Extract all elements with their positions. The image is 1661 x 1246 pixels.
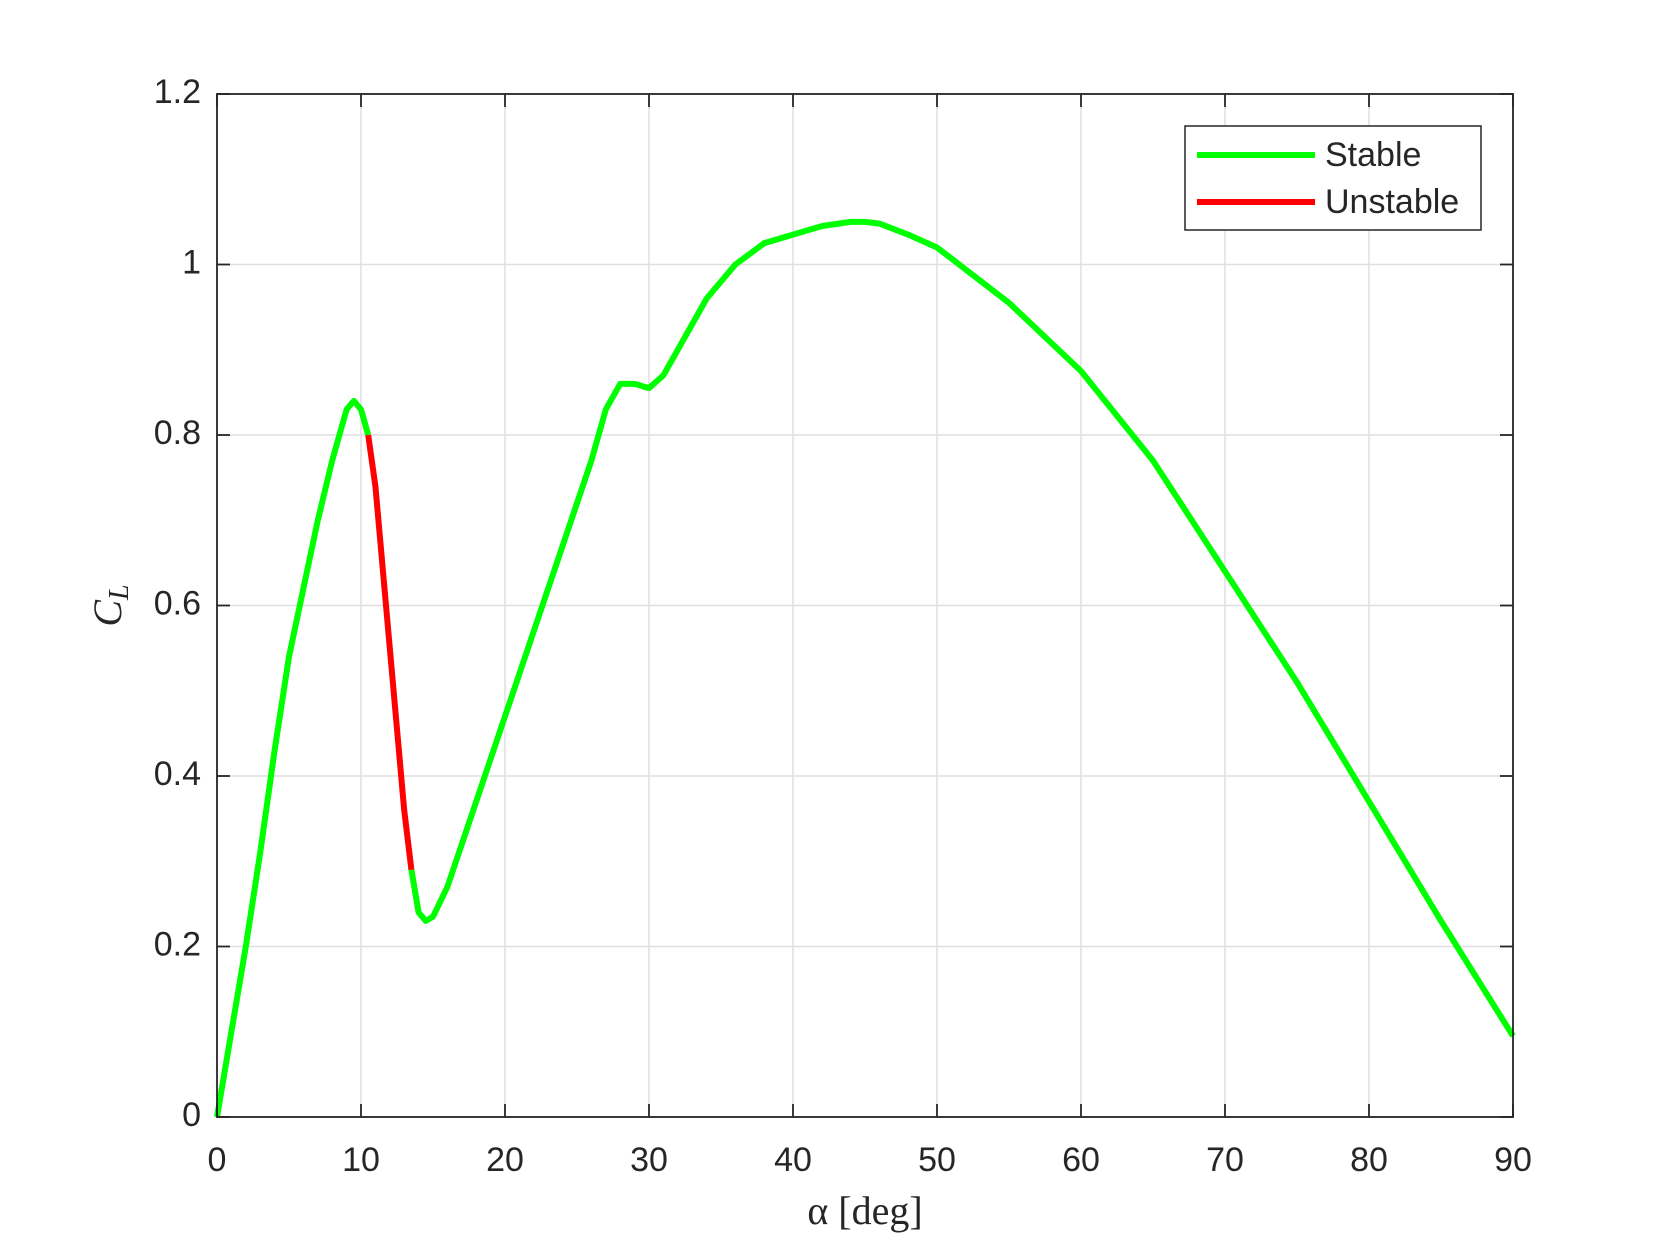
y-tick-label: 1 <box>182 243 201 281</box>
x-tick-label: 30 <box>630 1141 668 1179</box>
x-axis-label: α [deg] <box>807 1188 922 1233</box>
y-axis-label-sub: L <box>104 584 135 601</box>
legend-label: Unstable <box>1325 183 1459 221</box>
y-tick-label: 0.6 <box>154 584 201 622</box>
data-line <box>365 434 415 871</box>
y-tick-label: 1.2 <box>154 73 201 111</box>
x-tick-label: 90 <box>1494 1141 1532 1179</box>
y-tick-label: 0.8 <box>154 414 201 452</box>
x-tick-label: 0 <box>208 1141 227 1179</box>
legend-box <box>1184 125 1482 231</box>
y-tick-label: 0 <box>182 1096 201 1134</box>
data-line <box>214 218 1516 1118</box>
y-axis-label-main: C <box>85 599 130 627</box>
x-tick-label: 20 <box>486 1141 524 1179</box>
x-tick-label: 40 <box>774 1141 812 1179</box>
x-tick-label: 50 <box>918 1141 956 1179</box>
y-tick-label: 0.4 <box>154 755 201 793</box>
x-tick-label: 10 <box>342 1141 380 1179</box>
x-tick-label: 70 <box>1206 1141 1244 1179</box>
y-axis-label: CL <box>85 584 135 626</box>
x-tick-label: 80 <box>1350 1141 1388 1179</box>
legend-label: Stable <box>1325 136 1421 174</box>
y-tick-label: 0.2 <box>154 925 201 963</box>
x-tick-label: 60 <box>1062 1141 1100 1179</box>
